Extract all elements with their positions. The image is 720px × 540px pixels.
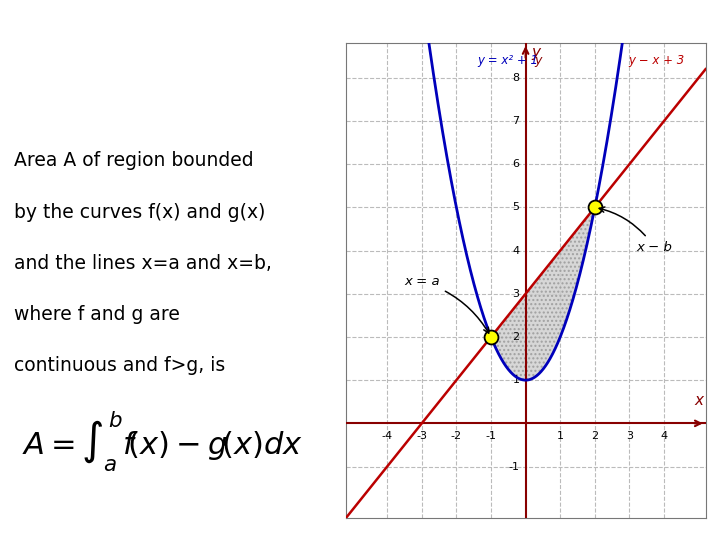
Text: x − b: x − b <box>599 207 672 254</box>
Text: 2: 2 <box>512 332 519 342</box>
Text: 3: 3 <box>626 431 633 441</box>
Text: -3: -3 <box>416 431 427 441</box>
Text: 2: 2 <box>591 431 598 441</box>
Text: 6: 6 <box>513 159 519 169</box>
Text: -2: -2 <box>451 431 462 441</box>
Text: where f and g are: where f and g are <box>14 305 180 324</box>
Text: 4: 4 <box>512 246 519 255</box>
Text: y = x² + 1: y = x² + 1 <box>478 54 539 67</box>
Text: -4: -4 <box>382 431 392 441</box>
Text: y: y <box>532 45 541 60</box>
Text: x: x <box>695 393 704 408</box>
Text: 3: 3 <box>513 289 519 299</box>
Text: x = a: x = a <box>405 275 489 333</box>
Text: -1: -1 <box>508 462 519 471</box>
Text: and the lines x=a and x=b,: and the lines x=a and x=b, <box>14 254 272 273</box>
Text: y − x + 3: y − x + 3 <box>629 54 685 67</box>
Text: 1: 1 <box>557 431 564 441</box>
Text: $A = \int_a^b f\!\left(x\right) - g\!\left(x\right)dx$: $A = \int_a^b f\!\left(x\right) - g\!\le… <box>22 410 302 475</box>
Text: Area A of region bounded: Area A of region bounded <box>14 151 254 170</box>
Text: continuous and f>g, is: continuous and f>g, is <box>14 356 225 375</box>
Text: by the curves f(x) and g(x): by the curves f(x) and g(x) <box>14 202 266 221</box>
Text: 8: 8 <box>512 73 519 83</box>
Text: 4: 4 <box>660 431 667 441</box>
Text: 7: 7 <box>512 116 519 126</box>
Text: 1: 1 <box>513 375 519 385</box>
Text: y: y <box>534 54 541 67</box>
Text: 5: 5 <box>513 202 519 212</box>
Text: -1: -1 <box>485 431 497 441</box>
